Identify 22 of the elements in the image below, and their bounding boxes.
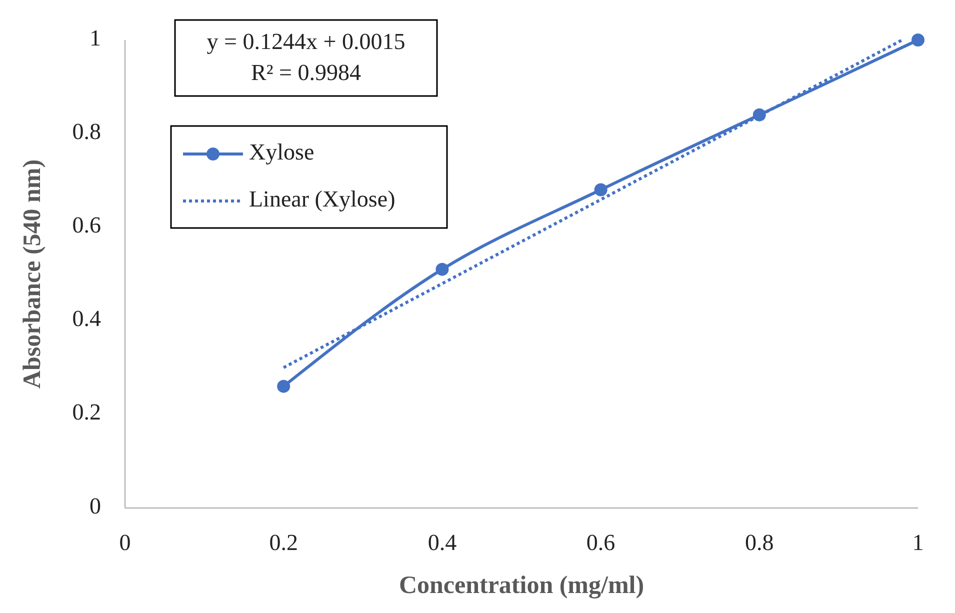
y-axis-title: Absorbance (540 nm) <box>19 159 46 389</box>
point <box>436 262 449 276</box>
x-tick-label: 0 <box>119 530 131 555</box>
x-tick-label: 0.8 <box>745 530 774 555</box>
point <box>277 380 290 393</box>
x-axis-title: Concentration (mg/ml) <box>398 572 644 599</box>
annotation: R² = 0.9984 <box>251 60 362 85</box>
y-tick-label: 0.4 <box>72 306 102 332</box>
x-tick-label: 0.4 <box>428 530 458 555</box>
legend-label: Xylose <box>249 139 314 164</box>
x-tick-label: 0.6 <box>586 530 616 555</box>
legend-label: Linear (Xylose) <box>249 186 396 212</box>
x-tick-label: 0.2 <box>269 530 298 555</box>
y-tick-label: 0 <box>90 493 101 518</box>
point <box>594 183 608 196</box>
y-tick-label: 0.8 <box>72 118 101 144</box>
annotation: y = 0.1244x + 0.0015 <box>206 29 406 54</box>
point <box>912 34 924 46</box>
y-tick-label: 0.6 <box>72 212 101 238</box>
x-tick-label: 1 <box>912 530 924 555</box>
y-tick-label: 1 <box>90 25 101 50</box>
y-tick-label: 0.2 <box>72 400 101 425</box>
